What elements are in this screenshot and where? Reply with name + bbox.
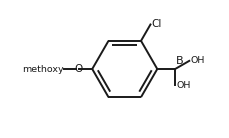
Text: OH: OH [175, 81, 190, 90]
Text: OH: OH [189, 56, 204, 65]
Text: O: O [74, 64, 82, 74]
Text: methoxy: methoxy [22, 64, 63, 74]
Text: B: B [175, 56, 183, 66]
Text: Cl: Cl [151, 19, 161, 30]
